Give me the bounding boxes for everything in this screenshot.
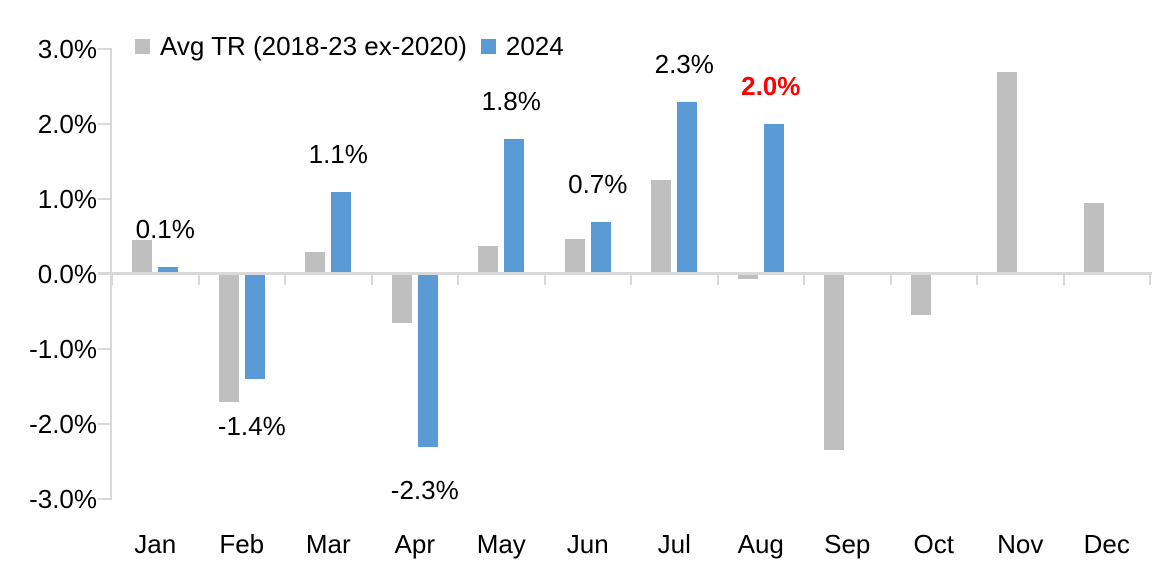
bar-avg-tr-aug	[737, 274, 758, 280]
bar-avg-tr-dec	[1083, 202, 1104, 274]
bar-2024-feb	[244, 274, 265, 379]
bar-2024-jul	[677, 101, 698, 274]
y-tick	[98, 123, 112, 125]
data-label-feb: -1.4%	[217, 410, 286, 441]
y-tick	[98, 498, 112, 500]
x-tick	[889, 274, 892, 285]
bar-avg-tr-jul	[651, 180, 672, 274]
y-axis-label: -1.0%	[29, 334, 97, 364]
legend-item-2024: 2024	[480, 31, 564, 61]
x-label-sep: Sep	[824, 529, 871, 559]
x-tick	[111, 274, 113, 285]
x-label-mar: Mar	[305, 529, 351, 559]
x-tick	[284, 274, 286, 285]
x-tick	[976, 274, 978, 285]
x-label-dec: Dec	[1083, 529, 1130, 559]
x-tick	[197, 274, 200, 285]
data-label-jul: 2.3%	[654, 48, 714, 79]
x-tick	[716, 274, 719, 285]
bar-avg-tr-may	[478, 245, 499, 274]
bar-2024-mar	[331, 191, 352, 274]
data-label-aug: 2.0%	[741, 71, 801, 101]
y-axis-label: 0.0%	[37, 259, 97, 289]
x-label-nov: Nov	[997, 529, 1044, 559]
x-tick	[630, 274, 632, 285]
y-tick	[98, 198, 112, 200]
legend-swatch-avg-tr	[135, 38, 150, 54]
bar-avg-tr-nov	[997, 71, 1018, 274]
y-tick	[98, 348, 112, 350]
y-axis-label: 2.0%	[37, 109, 97, 139]
data-label-apr: -2.3%	[390, 474, 459, 505]
bar-avg-tr-apr	[391, 274, 412, 323]
legend-label-2024: 2024	[505, 31, 564, 61]
data-label-jan: 0.1%	[135, 214, 195, 245]
bar-avg-tr-sep	[824, 274, 845, 451]
legend-swatch-2024	[480, 38, 496, 54]
x-label-may: May	[476, 529, 526, 559]
y-axis-label: 1.0%	[37, 184, 97, 214]
x-tick	[370, 274, 373, 285]
y-tick	[98, 48, 112, 50]
chart-legend: Avg TR (2018-23 ex-2020) 2024	[135, 31, 564, 61]
x-label-oct: Oct	[913, 529, 954, 559]
bar-avg-tr-jan	[132, 240, 153, 274]
bar-avg-tr-jun	[564, 238, 585, 274]
y-axis-label: 3.0%	[37, 34, 97, 64]
y-axis-label: -2.0%	[29, 409, 97, 439]
data-label-may: 1.8%	[481, 86, 541, 116]
legend-item-avg-tr: Avg TR (2018-23 ex-2020)	[135, 31, 467, 61]
x-tick	[457, 274, 459, 285]
y-tick	[98, 423, 112, 425]
x-label-feb: Feb	[219, 529, 265, 559]
x-label-aug: Aug	[737, 529, 784, 559]
bar-2024-jun	[590, 221, 611, 274]
bar-2024-jan	[158, 266, 179, 274]
data-label-mar: 1.1%	[308, 138, 368, 169]
data-label-jun: 0.7%	[568, 168, 628, 199]
x-tick	[1149, 274, 1151, 285]
legend-label-avg-tr: Avg TR (2018-23 ex-2020)	[160, 31, 467, 61]
y-axis-label: -3.0%	[29, 484, 97, 514]
bar-avg-tr-oct	[910, 274, 931, 316]
bar-2024-aug	[763, 124, 784, 274]
x-label-jan: Jan	[134, 529, 177, 559]
bar-2024-may	[504, 139, 525, 274]
bar-2024-apr	[417, 274, 438, 447]
x-tick	[543, 274, 546, 285]
x-label-jul: Jul	[657, 529, 691, 559]
x-tick	[1062, 274, 1065, 285]
x-label-apr: Apr	[394, 529, 435, 559]
bar-avg-tr-mar	[305, 251, 326, 274]
bar-avg-tr-feb	[218, 274, 239, 402]
x-label-jun: Jun	[566, 529, 609, 559]
x-tick	[803, 274, 805, 285]
x-axis-zero-line	[98, 272, 1152, 275]
